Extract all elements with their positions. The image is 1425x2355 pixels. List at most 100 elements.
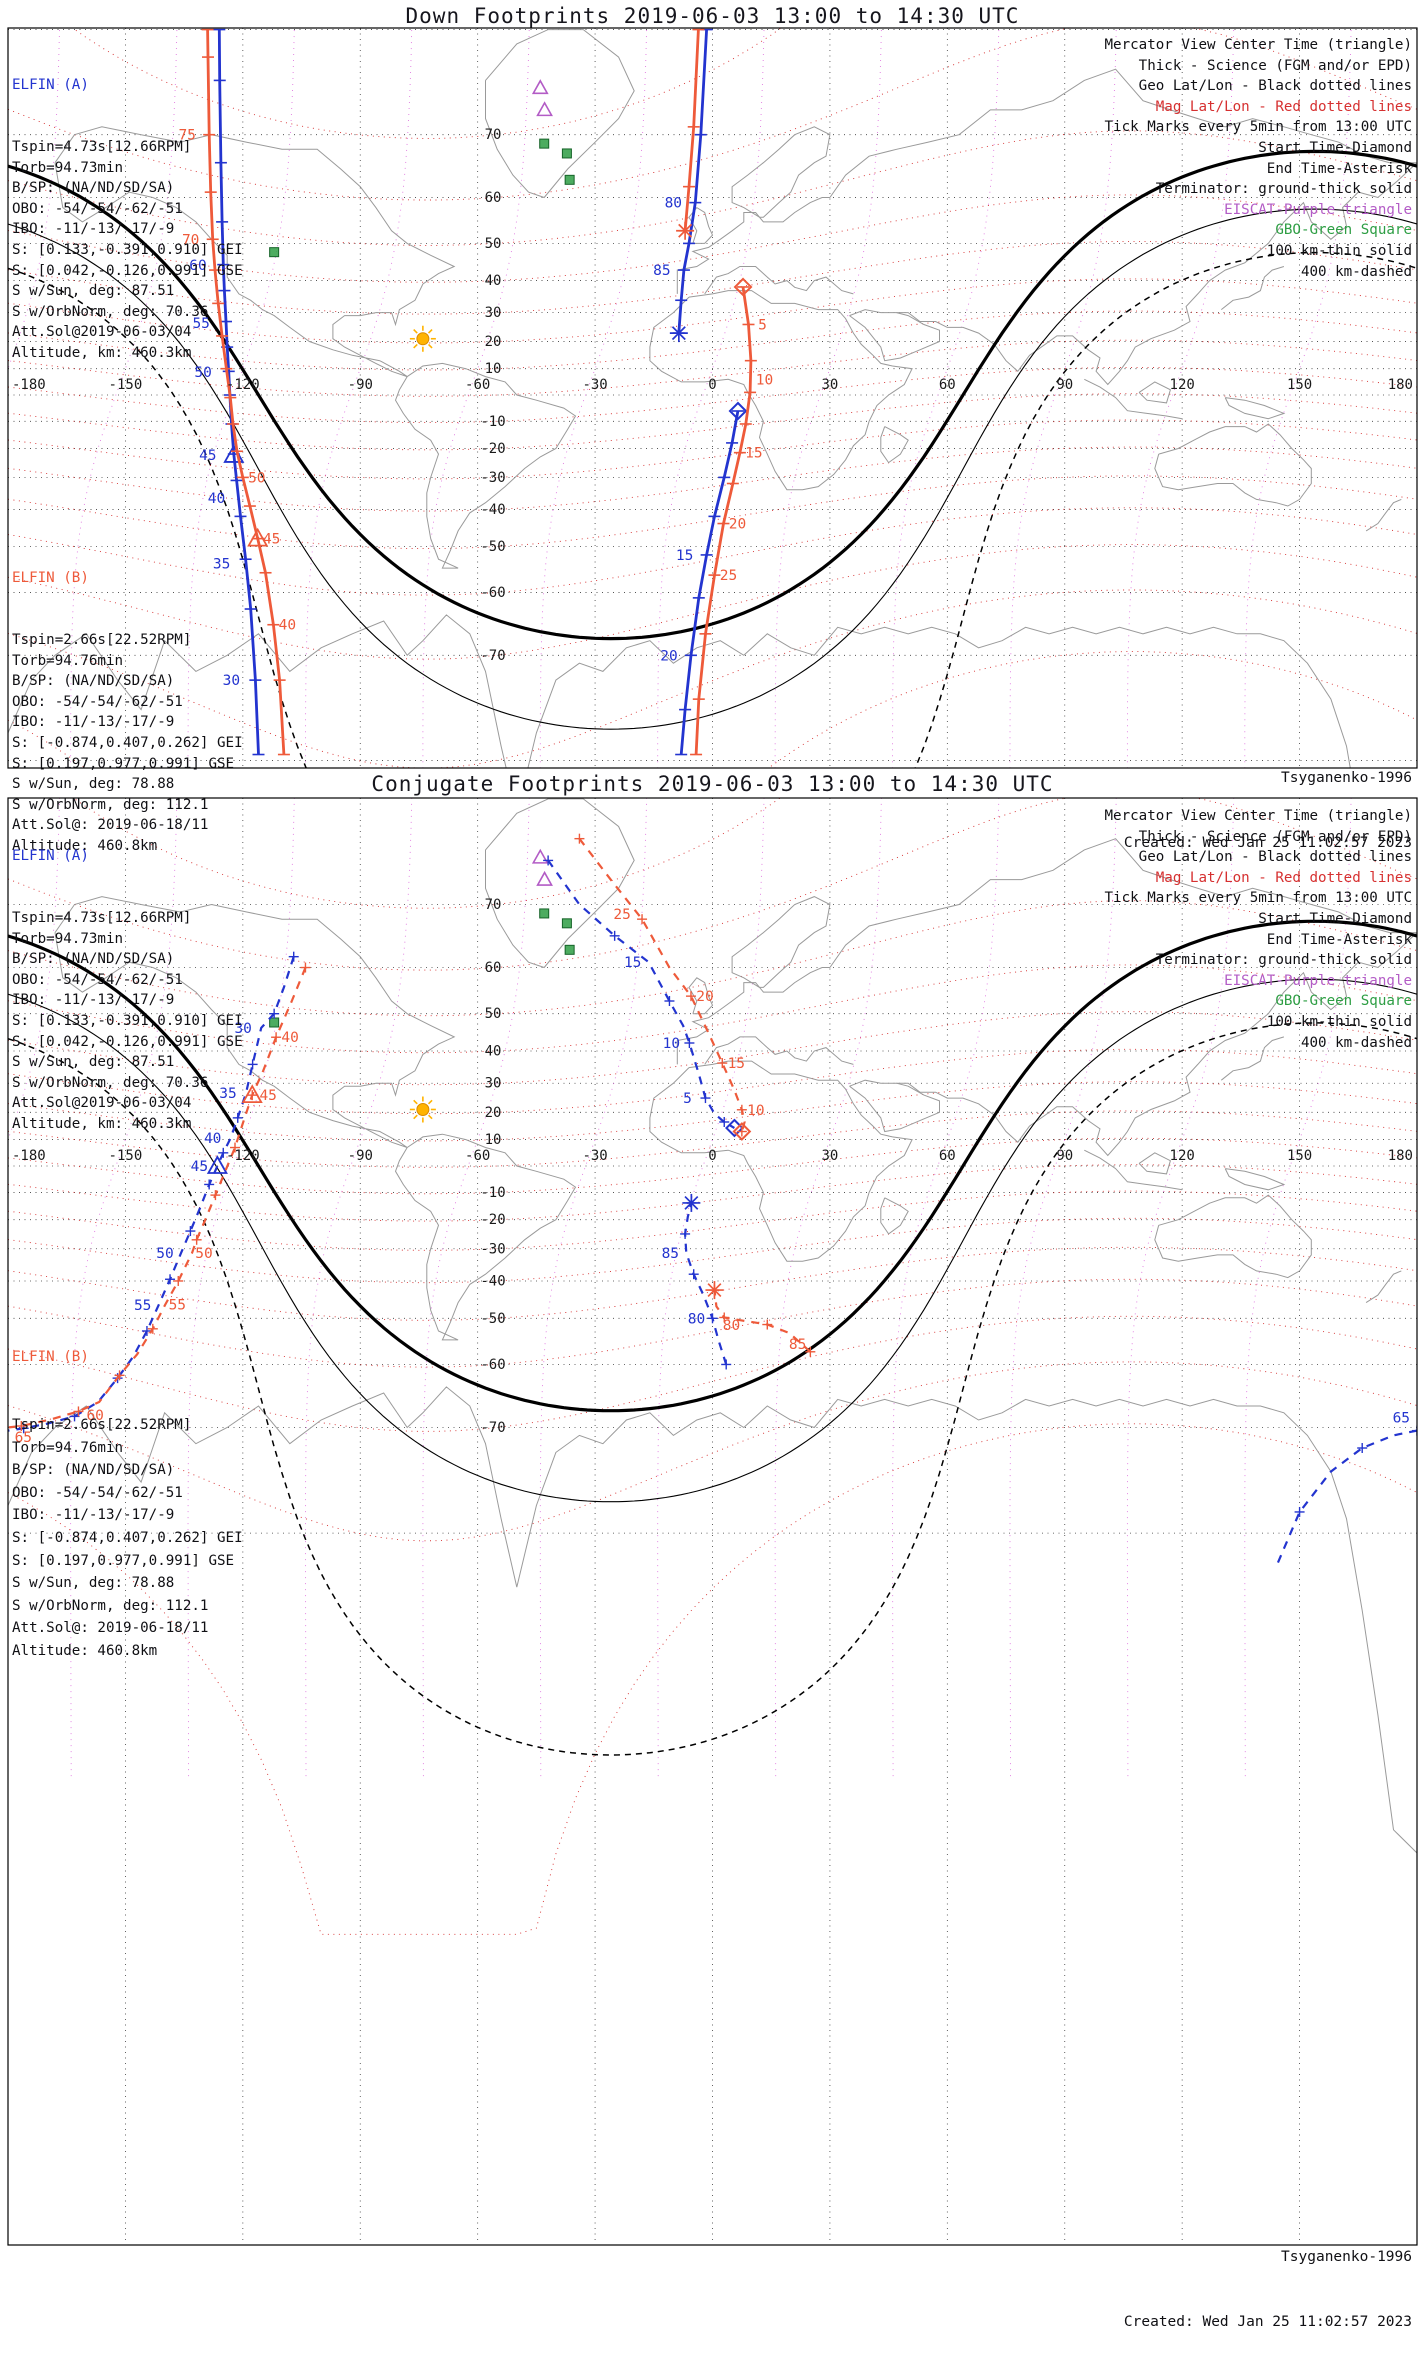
coastline [485,798,635,969]
info-line: B/SP: (NA/ND/SD/SA) [12,951,175,968]
sun-ray [427,1099,433,1105]
elfin-a-info-block: ELFIN (A) Tspin=4.73s[12.66RPM] Torb=94.7… [12,805,243,1155]
gbo-square-icon [564,944,575,955]
legend-line: GBO-Green Square [1275,222,1412,239]
info-line: Att.Sol@2019-06-03/04 [12,1095,192,1112]
info-line: IBO: -11/-13/-17/-9 [12,221,175,238]
lon-tick-label: -30 [582,377,607,393]
info-line: Tspin=4.73s[12.66RPM] [12,909,192,926]
lon-tick-label: 120 [1170,377,1195,393]
terminator-100km [8,978,1417,1503]
track-time-label: 15 [624,955,641,971]
terminator-400km [8,1022,1417,1756]
mag-parallel [8,1081,1417,1142]
created-timestamp: Created: Wed Jan 25 11:02:57 2023 [1123,2313,1412,2330]
legend-line: Mag Lat/Lon - Red dotted lines [1155,869,1412,886]
track-time-label: 50 [156,1246,173,1262]
lat-tick-label: -50 [480,1311,505,1327]
info-line: Torb=94.73min [12,930,124,947]
coastline [8,1386,1417,1854]
mag-parallel [8,1361,1417,1542]
lat-tick-label: 10 [485,1132,502,1148]
info-line: S w/OrbNorm, deg: 112.1 [12,796,209,813]
center-time-triangle-icon [241,1084,263,1104]
lat-tick-label: -40 [480,1274,505,1290]
end-time-asterisk-icon [678,223,693,238]
map-panel-0: 15 20 30 35 40 45 50 55 60 80 85 5 10 15 20 25 40 45 50 70 7… [8,28,1417,768]
center-time-triangle-icon [206,1155,228,1174]
coastline [1365,1270,1402,1304]
legend-line: Tick Marks every 5min from 13:00 UTC [1104,890,1413,907]
mag-parallel [8,964,1417,1054]
track-time-label: 40 [281,1030,298,1046]
coastline [704,1036,854,1065]
info-line: Att.Sol@2019-06-03/04 [12,324,192,341]
info-line: Tspin=4.73s[12.66RPM] [12,138,192,155]
info-line: IBO: -11/-13/-17/-9 [12,992,175,1009]
panel-border [7,797,1418,2246]
coastline [394,1133,577,1341]
info-line: Altitude, km: 460.3km [12,1115,192,1132]
sun-icon [409,325,436,352]
info-line: Tspin=2.66s[22.52RPM] [12,631,192,648]
coastline [849,1079,940,1133]
sun-ray [413,1114,418,1120]
sun-ray [413,1099,418,1105]
sun-ray [413,343,418,349]
info-line: S w/Sun, deg: 87.51 [12,283,175,300]
mag-parallel [8,28,1417,201]
gbo-square-icon [539,138,550,149]
lat-tick-label: -40 [480,502,505,518]
lon-tick-label: 150 [1287,1148,1312,1164]
info-line: Tspin=2.66s[22.52RPM] [12,1416,192,1433]
track-time-label: 60 [189,258,206,274]
coastline [8,614,1351,768]
track-time-label: 5 [683,1091,692,1107]
lat-tick-label: 20 [485,334,502,350]
info-line: Altitude: 460.8km [12,1642,158,1659]
track-time-label: 25 [613,907,630,923]
mag-parallel [8,1190,1417,1251]
track-segment [694,286,753,755]
start-time-diamond-icon [728,401,748,421]
lon-tick-label: -150 [109,377,143,393]
coastline [394,362,577,569]
terminator-ground [8,149,1417,641]
lon-tick-label: 30 [821,1148,838,1164]
track-time-label: 10 [747,1103,764,1119]
elfin-a-header: ELFIN (A) [12,848,89,865]
end-time-asterisk-icon [707,1283,722,1298]
track-segment [1275,1429,1417,1568]
lon-tick-label: -120 [226,377,260,393]
coastline [1220,266,1285,310]
coastline [829,68,1417,386]
mag-meridian [70,28,178,768]
legend-line: Start Time-Diamond [1258,139,1412,156]
mag-meridian [892,28,1000,768]
coastline [688,206,714,244]
legend-line: 400 km-dashed [1300,1034,1412,1051]
info-line: IBO: -11/-13/-17/-9 [12,714,175,731]
info-line: Altitude, km: 460.3km [12,344,192,361]
mag-parallel [8,194,1417,283]
track-time-label: 15 [676,548,693,564]
gbo-squares [269,138,575,258]
track-time-label: 35 [219,1086,236,1102]
legend-line: End Time-Asterisk [1266,160,1412,177]
lon-tick-label: -90 [348,377,373,393]
track-segment [683,29,700,231]
axis-labels: -180 -150 -120 -90 -60 -30 0 30 60 90 120 150 180 70 6… [12,897,1413,1436]
track-time-label: 80 [688,1311,705,1327]
elfin-b-header: ELFIN (B) [12,570,89,587]
track-time-label: 75 [178,128,195,144]
info-line: S: [-0.874,0.407,0.262] GEI [12,734,243,751]
eiscat-triangles [531,848,553,886]
info-line: Att.Sol@: 2019-06-18/11 [12,817,209,834]
legend-line: Mag Lat/Lon - Red dotted lines [1155,98,1412,115]
credits: Tsyganenko-1996 Created: Wed Jan 25 11:0… [1124,2204,1412,2355]
coastline [1084,378,1183,420]
mag-parallel [8,278,1417,344]
mag-meridian [1009,28,1117,768]
gbo-square-icon [561,148,572,159]
info-line: OBO: -54/-54/-62/-51 [12,971,183,988]
